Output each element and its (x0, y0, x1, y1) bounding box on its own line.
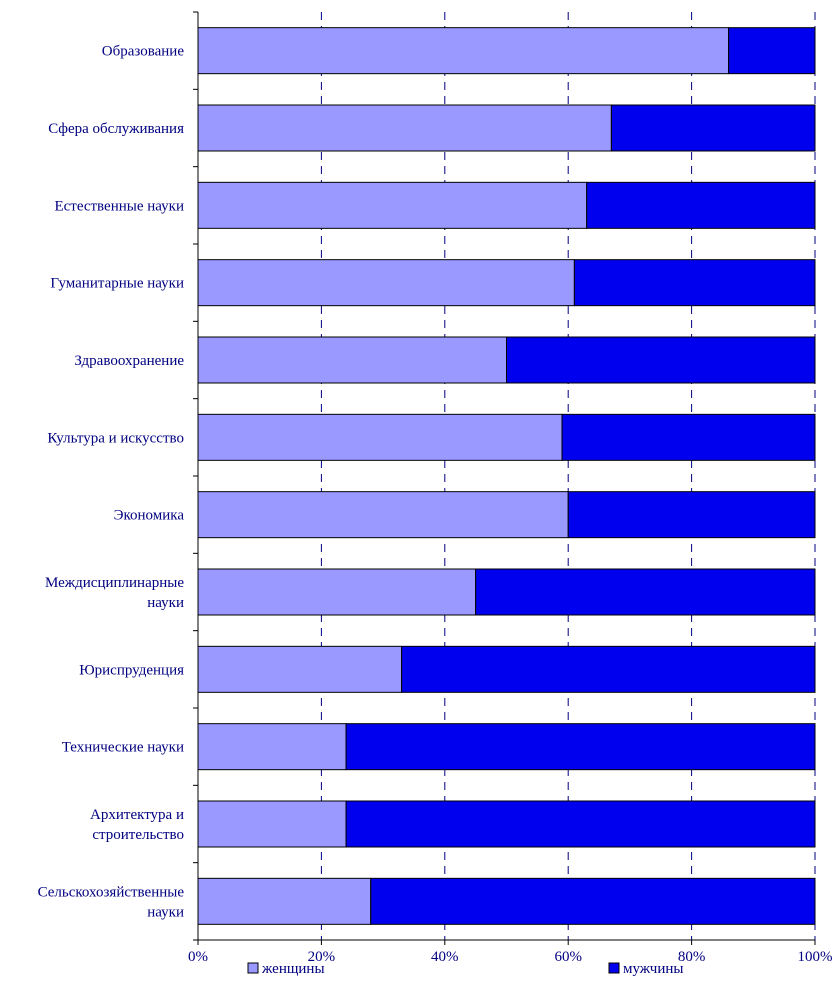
category-label: Междисциплинарные (45, 575, 184, 591)
legend: женщины мужчины (247, 961, 683, 977)
category-label: науки (147, 595, 184, 611)
bar-segment-men (506, 336, 816, 384)
bar-segment-men (586, 181, 816, 229)
legend-swatch-women (247, 962, 259, 974)
gridlines (320, 12, 816, 940)
category-label: науки (147, 904, 184, 920)
bar-segment-men (728, 27, 816, 75)
bars (197, 27, 816, 925)
legend-label-women: женщины (261, 961, 325, 977)
bar-segment-men (567, 491, 816, 539)
bar-segment-men (610, 104, 816, 152)
bar-segment-men (475, 568, 816, 616)
bar-segment-men (573, 259, 816, 307)
bar-segment-women (197, 104, 612, 152)
legend-label-men: мужчины (623, 961, 683, 977)
legend-swatch-men (608, 962, 620, 974)
bar-segment-women (197, 181, 588, 229)
category-label: Культура и искусство (47, 430, 184, 446)
category-label: строительство (92, 827, 184, 843)
x-tick-label: 20% (308, 949, 336, 965)
bar-segment-men (370, 877, 816, 925)
category-label: Экономика (114, 508, 185, 524)
category-label: Сфера обслуживания (48, 121, 184, 137)
bar-segment-women (197, 27, 730, 75)
x-tick-label: 40% (431, 949, 459, 965)
category-label: Гуманитарные науки (50, 276, 184, 292)
bar-segment-men (561, 413, 816, 461)
category-label: Юриспруденция (79, 662, 184, 678)
category-label: Архитектура и (90, 807, 184, 823)
x-tick-label: 100% (798, 949, 833, 965)
category-label: Технические науки (62, 740, 184, 756)
bar-segment-women (197, 877, 372, 925)
bar-segment-men (345, 800, 816, 848)
bar-segment-women (197, 568, 477, 616)
x-tick-label: 0% (188, 949, 208, 965)
bar-segment-women (197, 491, 569, 539)
bar-segment-women (197, 800, 347, 848)
bar-segment-women (197, 645, 403, 693)
axes (193, 11, 816, 945)
category-label: Сельскохозяйственные (38, 884, 185, 900)
bar-segment-men (401, 645, 816, 693)
bar-segment-women (197, 723, 347, 771)
x-tick-label: 60% (554, 949, 582, 965)
bar-segment-men (345, 723, 816, 771)
bar-segment-women (197, 259, 575, 307)
category-labels: Образование Сфера обслуживания Естественны… (38, 44, 185, 921)
x-tick-labels: 0% 20% 40% 60% 80% 100% (188, 949, 833, 965)
bar-segment-women (197, 413, 563, 461)
category-label: Образование (102, 44, 185, 60)
x-tick-label: 80% (678, 949, 706, 965)
bar-segment-women (197, 336, 507, 384)
category-label: Естественные науки (54, 198, 184, 214)
category-label: Здравоохранение (74, 353, 184, 369)
